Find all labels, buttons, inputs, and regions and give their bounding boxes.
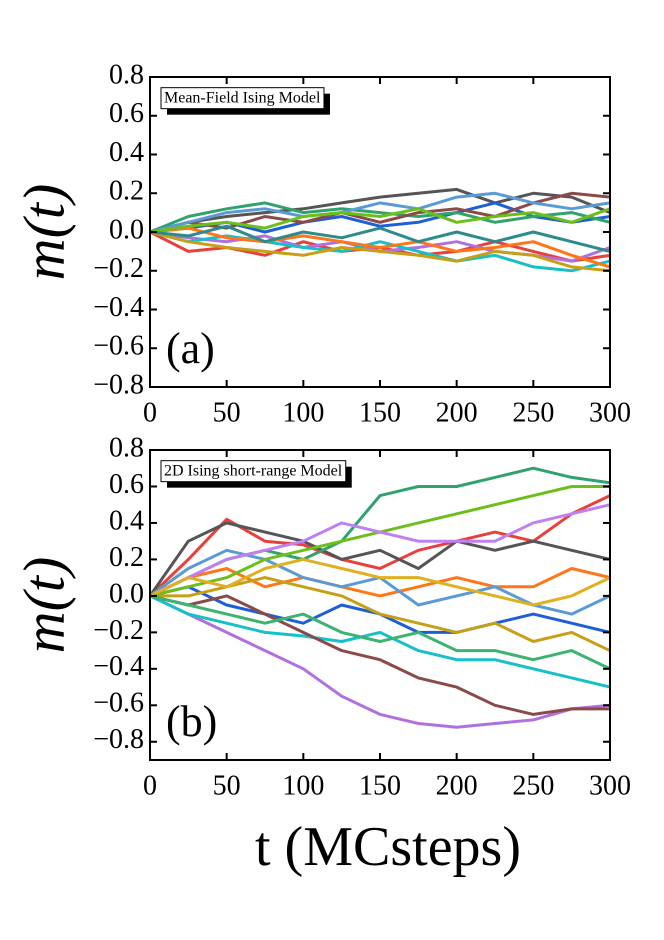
x-tick-label: 250 (512, 770, 554, 801)
series-line (150, 230, 610, 273)
series-line (150, 521, 610, 597)
y-tick-label: −0.6 (93, 331, 144, 362)
y-tick-label: 0.6 (109, 98, 144, 129)
y-tick-label: 0.2 (109, 176, 144, 207)
x-tick-label: 300 (589, 770, 631, 801)
annotation-text: 2D Ising short-range Model (164, 463, 343, 480)
series-line (150, 224, 610, 253)
x-tick-label: 300 (589, 397, 631, 428)
x-tick-label: 200 (436, 397, 478, 428)
annotation-text: Mean-Field Ising Model (164, 90, 321, 107)
series-line (150, 594, 610, 671)
annotation-box (160, 460, 347, 483)
x-tick-label: 200 (436, 770, 478, 801)
y-tick-label: −0.6 (93, 688, 144, 719)
y-axis-label: m(t) (11, 557, 76, 654)
panel-label: (b) (166, 697, 217, 746)
series-line (150, 503, 610, 598)
series-line (150, 207, 610, 234)
series-line (150, 226, 610, 269)
y-axis-label: m(t) (11, 184, 76, 281)
y-tick-label: 0.0 (109, 214, 144, 245)
series-line (150, 585, 610, 634)
y-tick-label: −0.8 (93, 369, 144, 400)
y-tick-label: 0.8 (109, 432, 144, 463)
series-line (150, 594, 610, 729)
y-tick-label: 0.4 (109, 137, 144, 168)
series-line (150, 191, 610, 234)
series-line (150, 567, 610, 598)
y-tick-label: 0.8 (109, 59, 144, 90)
x-tick-label: 100 (282, 770, 324, 801)
y-tick-label: −0.2 (93, 615, 144, 646)
annotation-box (160, 87, 325, 110)
series-line (150, 187, 610, 234)
series-line (150, 557, 610, 607)
series-line (150, 230, 610, 273)
x-tick-label: 0 (143, 397, 157, 428)
y-tick-label: −0.4 (93, 651, 144, 682)
x-tick-label: 100 (282, 397, 324, 428)
y-tick-label: −0.4 (93, 292, 144, 323)
series-line (150, 576, 610, 652)
y-tick-label: 0.2 (109, 542, 144, 573)
series-line (150, 594, 610, 689)
y-tick-label: 0.4 (109, 505, 144, 536)
annotation: 2D Ising short-range Model (160, 460, 352, 488)
x-axis-label: t (MCsteps) (255, 816, 521, 878)
annotation: Mean-Field Ising Model (160, 87, 330, 115)
x-tick-label: 250 (512, 397, 554, 428)
y-tick-label: −0.2 (93, 253, 144, 284)
x-tick-label: 50 (213, 770, 241, 801)
y-tick-label: −0.8 (93, 724, 144, 755)
x-tick-label: 0 (143, 770, 157, 801)
panel-label: (a) (166, 324, 215, 373)
series-line (150, 485, 610, 598)
plot-frame (149, 76, 611, 388)
y-tick-label: 0.0 (109, 578, 144, 609)
x-tick-label: 150 (359, 770, 401, 801)
x-tick-label: 50 (213, 397, 241, 428)
series-line (150, 594, 610, 716)
series-line (150, 201, 610, 234)
y-tick-label: 0.6 (109, 469, 144, 500)
x-tick-label: 150 (359, 397, 401, 428)
